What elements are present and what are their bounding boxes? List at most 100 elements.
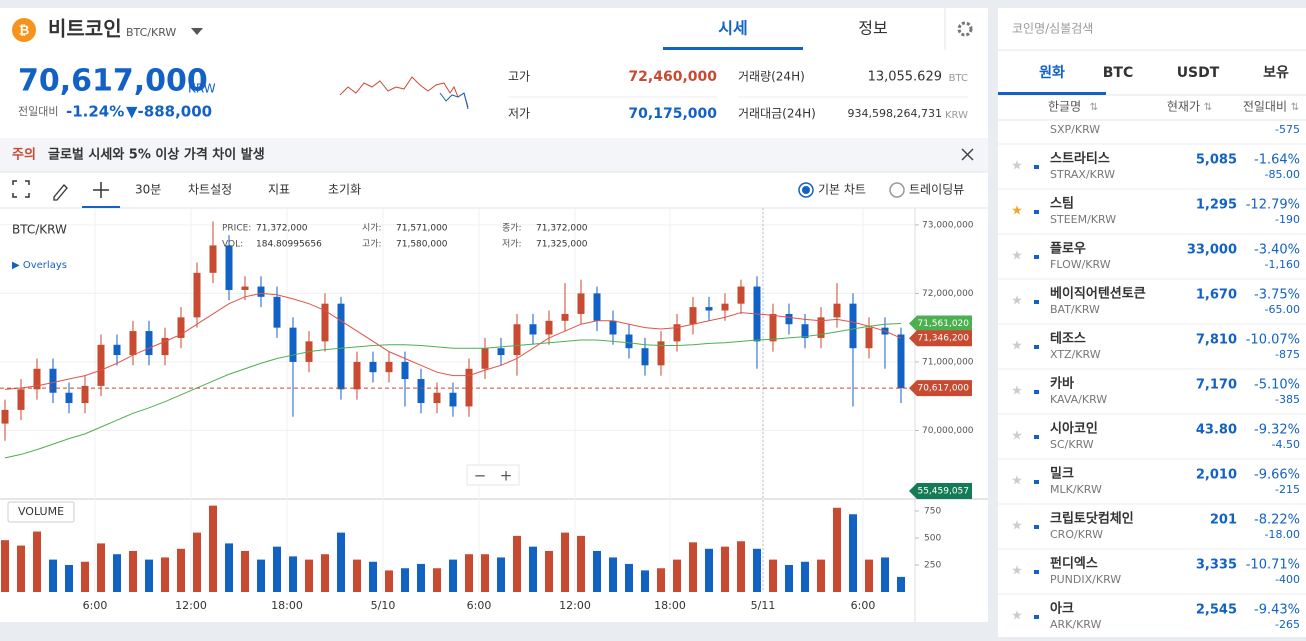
coin-diff: -85.00 (1265, 168, 1300, 181)
coin-symbol: KAVA/KRW (1050, 393, 1107, 406)
coin-name[interactable]: 스트라티스 (1050, 151, 1110, 167)
coin-name[interactable]: 크립토닷컴체인 (1050, 511, 1134, 527)
x-tick-label: 5/11 (751, 599, 776, 612)
favorite[interactable]: ★ (1011, 384, 1023, 399)
coin-rate: -9.43% (1254, 603, 1300, 618)
stat-label: 고가 (508, 70, 530, 84)
volume-tick-label: 750 (924, 507, 941, 517)
currency: KRW (188, 82, 216, 96)
coin-name[interactable]: 시아코인 (1050, 421, 1098, 437)
favorite[interactable]: ★ (1011, 429, 1023, 444)
favorite[interactable]: ★ (1011, 564, 1023, 579)
sort-icon: ⇅ (1291, 102, 1299, 113)
stat-value: 72,460,000 (628, 69, 717, 85)
favorite[interactable]: ★ (1011, 159, 1023, 174)
overlays[interactable]: ▶ Overlays (12, 260, 67, 271)
sparkline (439, 92, 469, 110)
side-tab[interactable]: 원화 (1039, 65, 1065, 81)
radio[interactable] (798, 182, 814, 198)
crosshair-tool[interactable] (93, 182, 109, 198)
volume-bar (625, 563, 633, 592)
coin-symbol: BAT/KRW (1050, 303, 1100, 316)
favorite[interactable]: ★ (1011, 204, 1023, 219)
coin-diff: -400 (1275, 573, 1300, 586)
zoom-out[interactable]: − (474, 467, 487, 485)
fullscreen[interactable] (12, 180, 30, 198)
coin-name[interactable]: 테조스 (1050, 332, 1086, 347)
radio[interactable] (889, 182, 905, 198)
coin-symbol: FLOW/KRW (1050, 258, 1111, 271)
coin-chart-icon (1034, 300, 1039, 304)
volume-bar (529, 546, 537, 592)
info-label: 고가: (362, 239, 382, 250)
stat-value: 934,598,264,731 (848, 107, 942, 120)
coin-name[interactable]: 밀크 (1050, 467, 1074, 482)
draw-tool[interactable] (53, 184, 68, 201)
candle-body (657, 341, 665, 366)
settings[interactable] (957, 21, 973, 37)
price-tag (909, 380, 972, 397)
candle-body (593, 293, 601, 321)
tab[interactable]: 시세 (718, 19, 747, 38)
volume-bar (689, 542, 697, 592)
coin-name[interactable]: 카바 (1050, 376, 1074, 392)
coin-name[interactable]: 플로우 (1050, 242, 1086, 257)
view-option[interactable]: 트레이딩뷰 (909, 183, 964, 197)
favorite[interactable]: ★ (1011, 474, 1023, 489)
volume-bar (417, 563, 425, 592)
dropdown[interactable] (191, 28, 203, 35)
coin-chart-icon (1034, 480, 1039, 484)
side-panel (998, 8, 1306, 637)
close-notice[interactable] (961, 148, 974, 161)
coin-price: 5,085 (1196, 153, 1237, 168)
coin-chart-icon (1034, 345, 1039, 349)
coin-name[interactable]: 아크 (1050, 601, 1074, 617)
favorite[interactable]: ★ (1011, 249, 1023, 264)
favorite[interactable]: ★ (1011, 294, 1023, 309)
volume-box (7, 501, 75, 523)
volume-bar (209, 505, 217, 592)
toolbar-interval[interactable]: 30분 (135, 183, 161, 197)
favorite[interactable]: ★ (1011, 519, 1023, 534)
zoom-in[interactable]: + (500, 467, 513, 485)
coin-name[interactable]: 스팀 (1050, 197, 1074, 212)
candle-body (449, 392, 457, 407)
volume-tick-label: 500 (924, 534, 941, 544)
coin-symbol: XTZ/KRW (1050, 348, 1101, 361)
coin-price: 7,170 (1196, 378, 1237, 393)
coin-price: 2,010 (1196, 468, 1237, 483)
volume-bar (273, 546, 281, 592)
volume-bar (545, 550, 553, 592)
candle-body (625, 334, 633, 349)
candle-body (129, 331, 137, 356)
coin-chart-icon (1034, 255, 1039, 259)
side-tab[interactable]: 보유 (1263, 65, 1289, 81)
search[interactable]: 코인명/심볼검색 (1012, 22, 1093, 36)
volume-bar (385, 570, 393, 592)
favorite[interactable]: ★ (1011, 339, 1023, 354)
coin-name[interactable]: 베이직어텐션토큰 (1050, 286, 1146, 302)
side-tab[interactable]: USDT (1177, 65, 1220, 81)
toolbar-item[interactable]: 초기화 (328, 183, 361, 197)
toolbar-item[interactable]: 지표 (268, 183, 290, 197)
pair: BTC/KRW (126, 26, 176, 39)
toolbar-item[interactable]: 차트설정 (188, 183, 232, 197)
volume-bar (641, 570, 649, 592)
tab[interactable]: 정보 (858, 19, 887, 38)
volume-bar (897, 576, 905, 592)
volume-bar (609, 557, 617, 592)
coin-price: 201 (1210, 513, 1237, 528)
favorite[interactable]: ★ (1011, 609, 1023, 624)
zoom-box (466, 464, 520, 486)
coin-name: 비트코인 (48, 17, 122, 41)
info-value: 71,372,000 (256, 224, 308, 234)
volume-bar (353, 559, 361, 592)
candle-body (865, 327, 873, 349)
coin-name[interactable]: 펀디엑스 (1050, 556, 1098, 572)
coin-symbol: CRO/KRW (1050, 528, 1103, 541)
coin-symbol: ARK/KRW (1050, 618, 1101, 631)
view-option[interactable]: 기본 차트 (818, 183, 866, 197)
coin-price: 2,545 (1196, 603, 1237, 618)
side-tab[interactable]: BTC (1103, 65, 1134, 81)
change-label: 전일대비 (18, 104, 58, 118)
